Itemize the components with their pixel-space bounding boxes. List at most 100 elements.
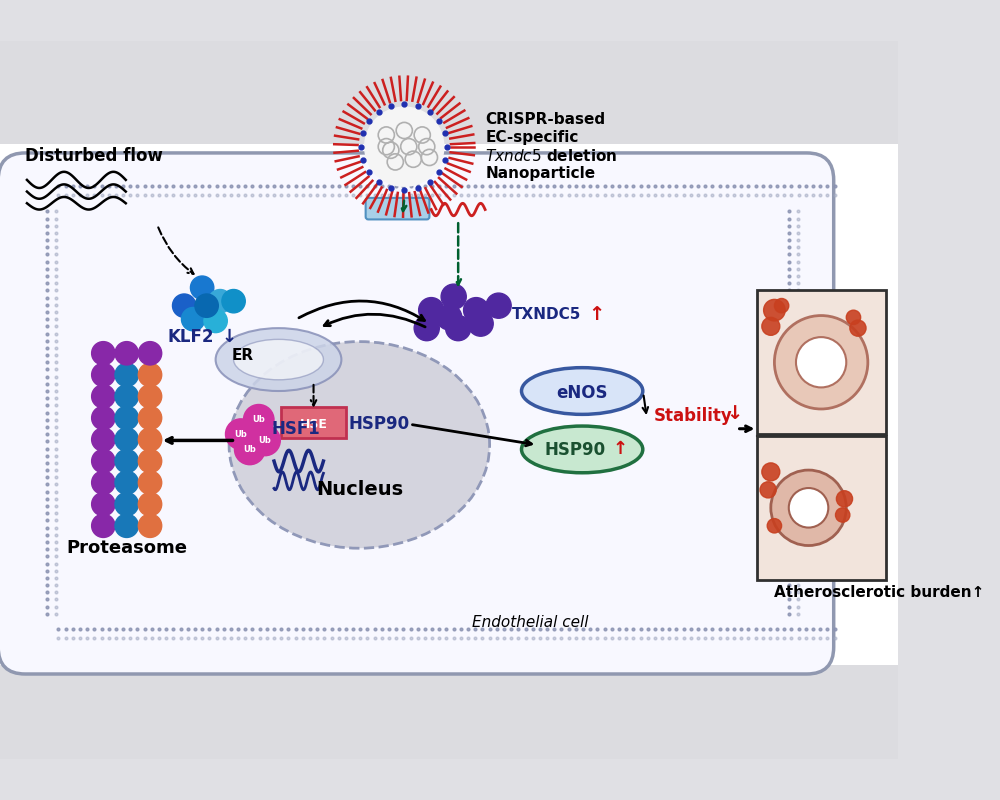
FancyBboxPatch shape bbox=[366, 198, 429, 219]
Circle shape bbox=[204, 310, 227, 333]
Circle shape bbox=[764, 299, 785, 321]
Circle shape bbox=[250, 425, 280, 456]
Bar bbox=[0, 665, 898, 759]
Circle shape bbox=[195, 294, 218, 318]
Circle shape bbox=[835, 508, 850, 522]
Circle shape bbox=[486, 293, 511, 318]
FancyBboxPatch shape bbox=[0, 153, 834, 674]
Text: ↑: ↑ bbox=[612, 439, 627, 458]
Circle shape bbox=[92, 363, 115, 386]
Text: Nanoparticle: Nanoparticle bbox=[485, 166, 595, 181]
Circle shape bbox=[225, 419, 256, 450]
Circle shape bbox=[115, 428, 138, 451]
Circle shape bbox=[138, 406, 162, 430]
Bar bbox=[0, 144, 898, 665]
Circle shape bbox=[208, 290, 232, 313]
Circle shape bbox=[850, 320, 866, 336]
Circle shape bbox=[771, 470, 846, 546]
Text: HSP90: HSP90 bbox=[349, 415, 410, 434]
Circle shape bbox=[243, 405, 274, 435]
Text: ↓: ↓ bbox=[222, 328, 237, 346]
Circle shape bbox=[464, 298, 489, 322]
Circle shape bbox=[138, 385, 162, 408]
Circle shape bbox=[234, 434, 265, 465]
Circle shape bbox=[222, 290, 245, 313]
Bar bbox=[757, 436, 886, 580]
Circle shape bbox=[836, 490, 853, 507]
Circle shape bbox=[762, 463, 780, 481]
Text: $\it{Txndc5}$ deletion: $\it{Txndc5}$ deletion bbox=[485, 148, 618, 164]
Text: EC-specific: EC-specific bbox=[485, 130, 579, 145]
Circle shape bbox=[181, 307, 205, 331]
Circle shape bbox=[468, 311, 493, 336]
Text: ↑: ↑ bbox=[588, 305, 605, 324]
Text: Proteasome: Proteasome bbox=[66, 539, 187, 558]
Circle shape bbox=[760, 482, 776, 498]
Circle shape bbox=[138, 493, 162, 516]
Text: eNOS: eNOS bbox=[556, 384, 608, 402]
Circle shape bbox=[92, 493, 115, 516]
Circle shape bbox=[767, 518, 782, 533]
Circle shape bbox=[92, 471, 115, 494]
Circle shape bbox=[138, 450, 162, 473]
Circle shape bbox=[419, 298, 444, 322]
Circle shape bbox=[762, 318, 780, 335]
Circle shape bbox=[138, 514, 162, 538]
Text: Atherosclerotic burden↑: Atherosclerotic burden↑ bbox=[774, 585, 985, 600]
Circle shape bbox=[774, 298, 789, 313]
Circle shape bbox=[115, 471, 138, 494]
Text: Nucleus: Nucleus bbox=[316, 480, 403, 499]
Text: Stability: Stability bbox=[654, 407, 733, 425]
Text: HSP90: HSP90 bbox=[544, 442, 606, 459]
Text: Ub: Ub bbox=[252, 415, 265, 424]
Circle shape bbox=[115, 342, 138, 365]
Text: Disturbed flow: Disturbed flow bbox=[25, 146, 163, 165]
Circle shape bbox=[92, 428, 115, 451]
Circle shape bbox=[115, 385, 138, 408]
Text: Ub: Ub bbox=[259, 436, 271, 445]
Ellipse shape bbox=[522, 426, 643, 473]
Text: ER: ER bbox=[232, 347, 254, 362]
Ellipse shape bbox=[229, 342, 490, 548]
Text: TXNDC5: TXNDC5 bbox=[512, 307, 581, 322]
Text: HSE: HSE bbox=[300, 418, 327, 430]
Ellipse shape bbox=[234, 339, 323, 380]
Circle shape bbox=[92, 406, 115, 430]
Circle shape bbox=[190, 276, 214, 299]
Circle shape bbox=[115, 450, 138, 473]
Circle shape bbox=[138, 428, 162, 451]
FancyBboxPatch shape bbox=[281, 407, 346, 438]
Text: HSF1: HSF1 bbox=[271, 420, 320, 438]
Circle shape bbox=[115, 493, 138, 516]
Circle shape bbox=[789, 488, 828, 527]
Text: Ub: Ub bbox=[234, 430, 247, 438]
Circle shape bbox=[115, 363, 138, 386]
Circle shape bbox=[115, 406, 138, 430]
Bar bbox=[0, 41, 898, 144]
Circle shape bbox=[414, 315, 439, 341]
Circle shape bbox=[92, 450, 115, 473]
Circle shape bbox=[365, 107, 444, 186]
Circle shape bbox=[92, 385, 115, 408]
Ellipse shape bbox=[216, 328, 341, 391]
Circle shape bbox=[115, 514, 138, 538]
Text: CRISPR-based: CRISPR-based bbox=[485, 112, 605, 127]
Circle shape bbox=[172, 294, 196, 318]
Circle shape bbox=[446, 315, 471, 341]
Circle shape bbox=[437, 305, 462, 330]
Text: Ub: Ub bbox=[243, 445, 256, 454]
Text: KLF2: KLF2 bbox=[167, 328, 214, 346]
Circle shape bbox=[138, 471, 162, 494]
Circle shape bbox=[138, 342, 162, 365]
Circle shape bbox=[796, 337, 846, 387]
Circle shape bbox=[846, 310, 861, 325]
Circle shape bbox=[774, 315, 868, 409]
Text: ↓: ↓ bbox=[726, 404, 742, 423]
Bar bbox=[757, 290, 886, 434]
Circle shape bbox=[92, 514, 115, 538]
Circle shape bbox=[138, 363, 162, 386]
Circle shape bbox=[92, 342, 115, 365]
Ellipse shape bbox=[522, 368, 643, 414]
Text: Endothelial cell: Endothelial cell bbox=[472, 615, 588, 630]
Circle shape bbox=[441, 284, 466, 310]
